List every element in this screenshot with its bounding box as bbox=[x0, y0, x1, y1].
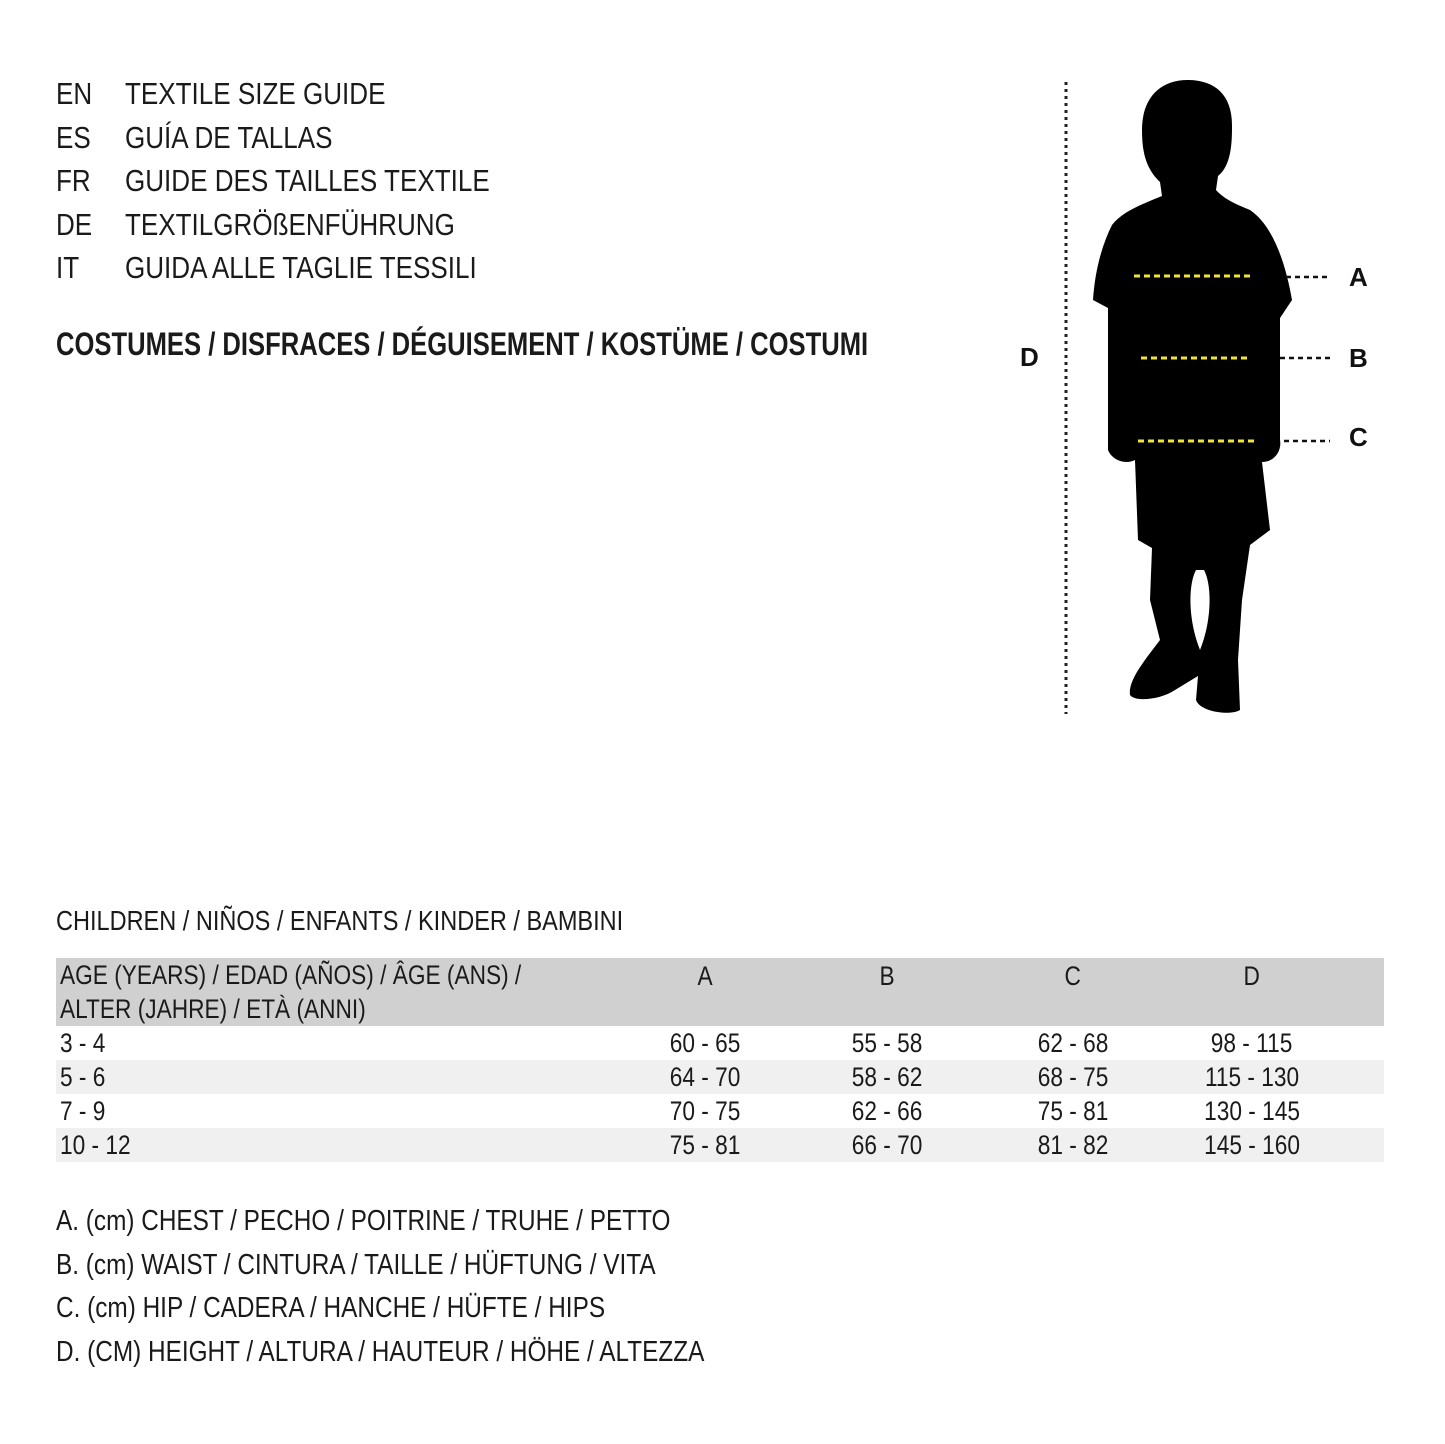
value-cell: 62 - 68 bbox=[1037, 1027, 1109, 1058]
language-code: IT bbox=[56, 250, 80, 285]
label-d: D bbox=[1020, 342, 1039, 372]
value-cell: 115 - 130 bbox=[1204, 1061, 1299, 1092]
table-row: 3 - 4 60 - 65 55 - 58 62 - 68 98 - 115 bbox=[56, 1026, 1384, 1060]
value-cell: 58 - 62 bbox=[851, 1061, 923, 1092]
age-cell: 5 - 6 bbox=[60, 1061, 106, 1092]
column-header-d: D bbox=[1243, 961, 1260, 991]
age-cell: 10 - 12 bbox=[60, 1129, 131, 1160]
label-b: B bbox=[1349, 343, 1368, 373]
table-row: 7 - 9 70 - 75 62 - 66 75 - 81 130 - 145 bbox=[56, 1094, 1384, 1128]
child-silhouette-icon bbox=[1093, 80, 1292, 713]
value-cell: 68 - 75 bbox=[1037, 1061, 1109, 1092]
language-title: GUIDE DES TAILLES TEXTILE bbox=[125, 163, 490, 198]
table-header-row: AGE (YEARS) / EDAD (AÑOS) / ÂGE (ANS) / A… bbox=[56, 958, 1384, 1026]
measurement-legend: A. (cm) CHEST / PECHO / POITRINE / TRUHE… bbox=[56, 1203, 828, 1377]
value-cell: 55 - 58 bbox=[851, 1027, 923, 1058]
legend-item-c: C. (cm) HIP / CADERA / HANCHE / HÜFTE / … bbox=[56, 1292, 606, 1324]
value-cell: 75 - 81 bbox=[669, 1129, 741, 1160]
value-cell: 66 - 70 bbox=[851, 1129, 923, 1160]
value-cell: 130 - 145 bbox=[1203, 1095, 1300, 1126]
age-cell: 7 - 9 bbox=[60, 1095, 106, 1126]
legend-item-b: B. (cm) WAIST / CINTURA / TAILLE / HÜFTU… bbox=[56, 1248, 656, 1281]
value-cell: 64 - 70 bbox=[669, 1061, 741, 1092]
age-header: AGE (YEARS) / EDAD (AÑOS) / ÂGE (ANS) / A… bbox=[60, 960, 522, 1024]
column-header-a: A bbox=[697, 961, 713, 991]
language-title: TEXTILE SIZE GUIDE bbox=[125, 76, 386, 111]
value-cell: 145 - 160 bbox=[1203, 1129, 1300, 1160]
value-cell: 60 - 65 bbox=[669, 1027, 741, 1058]
value-cell: 81 - 82 bbox=[1037, 1129, 1109, 1160]
age-cell: 3 - 4 bbox=[60, 1027, 106, 1058]
column-header-b: B bbox=[879, 961, 895, 991]
label-a: A bbox=[1349, 262, 1368, 292]
legend-item-a: A. (cm) CHEST / PECHO / POITRINE / TRUHE… bbox=[56, 1205, 671, 1237]
value-cell: 98 - 115 bbox=[1210, 1027, 1293, 1058]
table-row: 5 - 6 64 - 70 58 - 62 68 - 75 115 - 130 bbox=[56, 1060, 1384, 1094]
language-code: FR bbox=[56, 163, 91, 198]
language-code: EN bbox=[56, 76, 93, 111]
column-header-c: C bbox=[1064, 961, 1082, 991]
value-cell: 62 - 66 bbox=[851, 1095, 923, 1126]
legend-item-d: D. (CM) HEIGHT / ALTURA / HAUTEUR / HÖHE… bbox=[56, 1335, 705, 1368]
language-code: DE bbox=[56, 206, 93, 242]
table-title: CHILDREN / NIÑOS / ENFANTS / KINDER / BA… bbox=[56, 905, 624, 936]
value-cell: 70 - 75 bbox=[669, 1095, 741, 1126]
size-table: AGE (YEARS) / EDAD (AÑOS) / ÂGE (ANS) / A… bbox=[56, 958, 1384, 1162]
value-cell: 75 - 81 bbox=[1037, 1095, 1109, 1126]
leg-gap bbox=[1190, 570, 1210, 650]
label-c: C bbox=[1349, 422, 1368, 452]
language-title: TEXTILGRÖßENFÜHRUNG bbox=[125, 206, 455, 242]
body-measurement-figure: D A B C bbox=[1020, 80, 1368, 714]
category-heading: COSTUMES / DISFRACES / DÉGUISEMENT / KOS… bbox=[56, 326, 869, 362]
measure-lines bbox=[1134, 274, 1256, 443]
language-title: GUIDA ALLE TAGLIE TESSILI bbox=[125, 250, 477, 285]
table-row: 10 - 12 75 - 81 66 - 70 81 - 82 145 - 160 bbox=[56, 1128, 1384, 1162]
language-title: GUÍA DE TALLAS bbox=[125, 119, 333, 155]
language-code: ES bbox=[56, 119, 91, 155]
